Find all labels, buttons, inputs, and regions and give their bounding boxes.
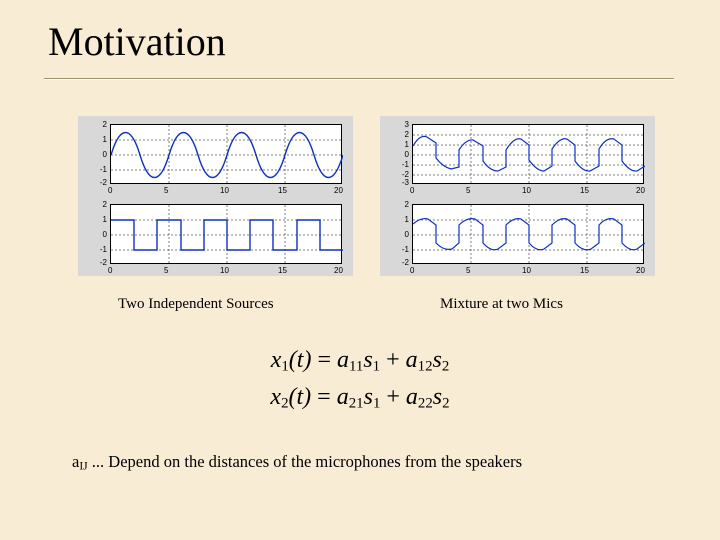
title-underline — [44, 78, 674, 80]
caption-sources: Two Independent Sources — [118, 296, 274, 313]
caption-mixtures: Mixture at two Mics — [440, 296, 563, 313]
plot-sine — [110, 124, 342, 184]
plot-square — [110, 204, 342, 264]
equation-x2: x2(t) = a21s1 + a22s2 — [0, 379, 720, 416]
plot-mixture-1 — [412, 124, 644, 184]
equations: x1(t) = a11s1 + a12s2 x2(t) = a21s1 + a2… — [0, 342, 720, 416]
equation-x1: x1(t) = a11s1 + a12s2 — [0, 342, 720, 379]
plot-mixture-2 — [412, 204, 644, 264]
chart-panel-mixtures: 3 2 1 0 -1 -2 -3 0 5 10 15 20 2 1 0 -1 -… — [380, 116, 655, 276]
chart-panel-sources: 2 1 0 -1 -2 0 5 10 15 20 2 1 0 -1 -2 0 5… — [78, 116, 353, 276]
footnote-aij: aIJ ... Depend on the distances of the m… — [72, 452, 522, 472]
slide-title: Motivation — [48, 18, 226, 65]
